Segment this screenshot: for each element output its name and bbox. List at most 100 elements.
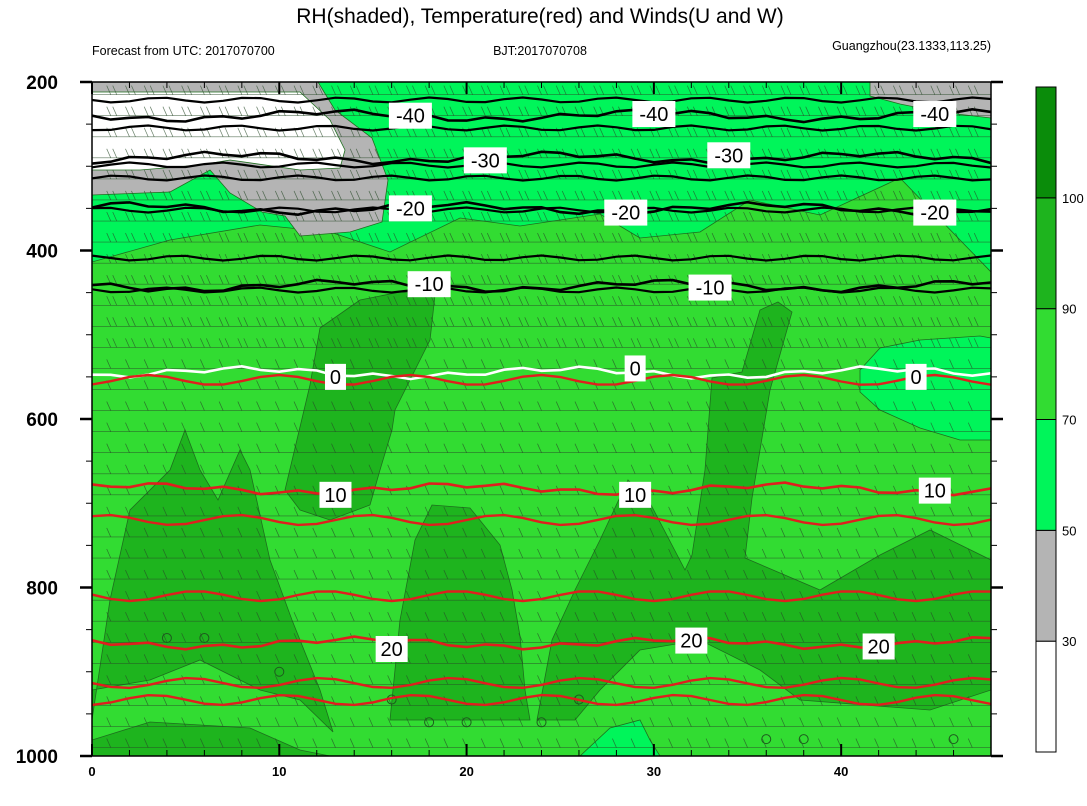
wind-barb-flag xyxy=(761,232,767,243)
wind-barb-flag xyxy=(480,85,486,95)
wind-barb-flag xyxy=(125,506,130,517)
wind-barb-flag xyxy=(337,190,342,201)
wind-barb-flag xyxy=(555,380,561,390)
wind-barb-flag xyxy=(967,338,973,348)
wind-barb-flag xyxy=(561,296,567,306)
temperature-contour-line xyxy=(92,693,991,707)
wind-barb-flag xyxy=(256,422,261,432)
wind-barb-flag xyxy=(318,148,324,158)
wind-barb-flag xyxy=(218,738,224,748)
wind-barb-flag xyxy=(630,296,636,306)
wind-barb-flag xyxy=(911,275,917,285)
wind-barb-flag xyxy=(967,296,973,306)
wind-barb-flag xyxy=(274,401,280,411)
wind-barb-flag xyxy=(181,211,186,222)
wind-barb-flag xyxy=(743,548,748,559)
wind-barb-flag xyxy=(930,380,936,390)
wind-barb-flag xyxy=(349,569,355,580)
wind-barb-flag xyxy=(443,612,449,622)
wind-barb-flag xyxy=(767,232,773,243)
wind-barb-flag xyxy=(930,169,936,180)
contour-label-box xyxy=(707,142,751,169)
wind-barb-flag xyxy=(574,190,580,201)
wind-barb-flag xyxy=(861,106,867,116)
wind-barb-flag xyxy=(705,506,711,517)
wind-barb-flag xyxy=(499,127,505,137)
wind-barb-flag xyxy=(331,590,336,601)
wind-barb-flag xyxy=(780,506,786,517)
wind-barb-flag xyxy=(162,548,168,559)
wind-barb-flag xyxy=(125,253,130,264)
wind-barb-flag xyxy=(430,232,436,243)
wind-barb-flag xyxy=(424,696,430,706)
wind-barb-flag xyxy=(880,317,885,327)
wind-barb-flag xyxy=(368,338,374,348)
contour-label-box xyxy=(624,355,646,382)
wind-barb-flag xyxy=(818,296,823,306)
wind-barb-flag xyxy=(106,738,112,748)
wind-barb-flag xyxy=(874,401,879,411)
wind-barb-flag xyxy=(355,338,361,348)
wind-barb-flag xyxy=(743,612,748,622)
wind-barb-flag xyxy=(131,296,136,306)
wind-barb-flag xyxy=(499,317,505,327)
wind-barb-flag xyxy=(636,190,642,201)
wind-barb-flag xyxy=(331,612,336,622)
wind-barb-flag xyxy=(574,169,580,180)
wind-barb-flag xyxy=(499,85,505,95)
wind-barb-flag xyxy=(462,211,467,222)
wind-barb-flag xyxy=(518,464,524,474)
wind-barb-flag xyxy=(162,485,168,495)
wind-barb-flag xyxy=(218,275,224,285)
wind-barb-flag xyxy=(649,717,655,727)
wind-barb-flag xyxy=(237,464,243,474)
wind-barb-flag xyxy=(799,275,805,285)
wind-barb-flag xyxy=(274,675,280,685)
wind-barb-flag xyxy=(973,211,979,222)
wind-barb-flag xyxy=(705,675,711,685)
wind-barb-flag xyxy=(743,85,748,95)
wind-barb-flag xyxy=(730,85,736,95)
wind-barb-flag xyxy=(655,148,661,158)
wind-barb-flag xyxy=(743,633,748,643)
wind-barb-flag xyxy=(106,338,112,348)
wind-barb-flag xyxy=(181,190,186,201)
wind-barb-flag xyxy=(424,654,430,664)
wind-barb-flag xyxy=(424,359,430,369)
wind-barb-flag xyxy=(518,506,524,517)
wind-barb-flag xyxy=(355,169,361,180)
wind-barb-flag xyxy=(406,338,411,348)
wind-barb-flag xyxy=(518,338,524,348)
wind-barb-flag xyxy=(518,380,524,390)
wind-barb-flag xyxy=(861,232,867,243)
wind-barb-flag xyxy=(893,717,898,727)
wind-barb-flag xyxy=(818,190,823,201)
wind-barb-flag xyxy=(318,190,324,201)
wind-barb-flag xyxy=(630,232,636,243)
wind-barb-flag xyxy=(349,359,355,369)
wind-barb-flag xyxy=(668,464,673,474)
wind-barb-flag xyxy=(293,275,299,285)
wind-barb-flag xyxy=(200,190,205,201)
wind-barb-flag xyxy=(149,275,155,285)
wind-barb-flag xyxy=(299,232,305,243)
wind-barb-flag xyxy=(106,169,112,180)
wind-barb-flag xyxy=(524,232,530,243)
wind-barb-flag xyxy=(543,85,548,95)
wind-barb-flag xyxy=(424,338,430,348)
wind-barb-flag xyxy=(518,253,524,264)
wind-barb-flag xyxy=(824,106,829,116)
wind-barb-flag xyxy=(149,106,155,116)
wind-barb-flag xyxy=(412,317,417,327)
wind-barb-flag xyxy=(206,106,211,116)
wind-barb-flag xyxy=(749,317,754,327)
wind-barb-flag xyxy=(499,106,505,116)
wind-barb-flag xyxy=(805,296,811,306)
wind-barb-flag xyxy=(218,464,224,474)
wind-barb-flag xyxy=(574,401,580,411)
wind-barb-flag xyxy=(687,211,692,222)
rh-region-90-100-left xyxy=(92,428,334,733)
wind-barb-flag xyxy=(331,296,336,306)
wind-barb-flag xyxy=(387,380,392,390)
wind-barb-flag xyxy=(143,127,149,137)
